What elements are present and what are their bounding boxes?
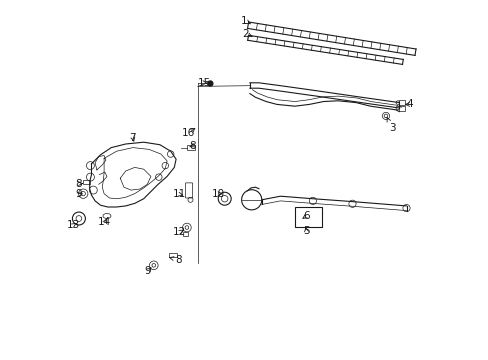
Text: 9: 9: [76, 189, 82, 199]
Text: 7: 7: [129, 132, 136, 143]
Text: 16: 16: [182, 128, 195, 138]
Text: 3: 3: [386, 117, 395, 133]
Text: 14: 14: [98, 217, 111, 228]
Text: 5: 5: [303, 226, 309, 236]
Text: 13: 13: [67, 220, 80, 230]
Text: 1: 1: [241, 15, 250, 26]
Text: 10: 10: [211, 189, 224, 199]
Text: 8: 8: [169, 255, 182, 265]
Text: 8: 8: [188, 141, 195, 151]
Text: 12: 12: [173, 227, 186, 237]
Circle shape: [207, 81, 212, 86]
Text: 4: 4: [405, 99, 412, 109]
Text: 15: 15: [197, 78, 210, 88]
Text: 6: 6: [302, 211, 309, 221]
Text: 8: 8: [76, 179, 82, 189]
Text: 9: 9: [144, 266, 151, 276]
Text: 11: 11: [173, 189, 186, 199]
Text: 2: 2: [242, 29, 251, 39]
